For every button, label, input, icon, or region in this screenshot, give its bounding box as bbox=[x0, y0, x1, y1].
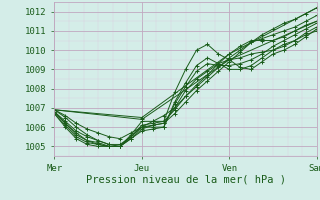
X-axis label: Pression niveau de la mer( hPa ): Pression niveau de la mer( hPa ) bbox=[86, 174, 286, 184]
